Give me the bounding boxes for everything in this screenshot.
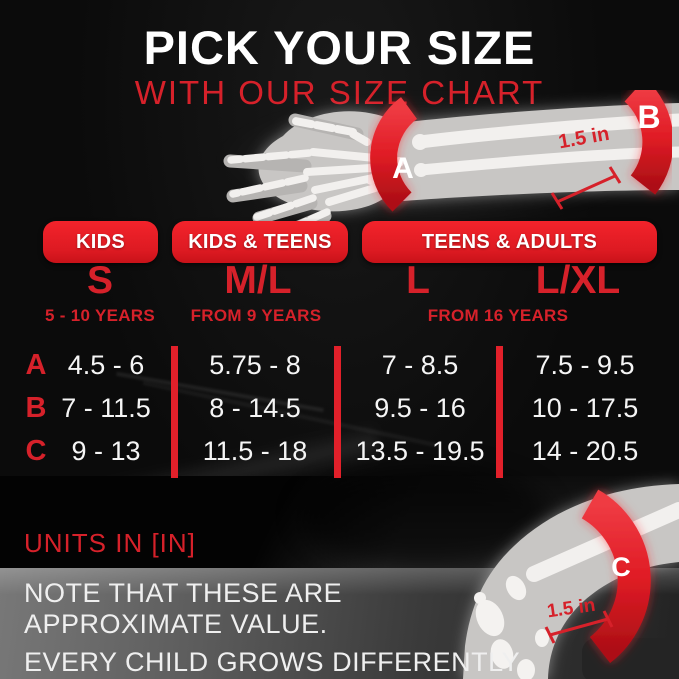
elbow-illustration: C 1.5 in — [463, 484, 679, 679]
group-header-kids-teens: KIDS & TEENS — [172, 221, 348, 263]
measurement-cell: 14 - 20.5 — [531, 436, 639, 466]
note-line: EVERY CHILD GROWS DIFFERENTLY — [24, 647, 521, 677]
note-line: NOTE THAT THESE ARE — [24, 578, 343, 608]
row-label-c: C — [25, 435, 47, 467]
footer-notes: NOTE THAT THESE ARE APPROXIMATE VALUE. E… — [24, 578, 520, 678]
measurement-cell: 4.5 - 6 — [67, 350, 145, 380]
measurement-cell: 8 - 14.5 — [209, 393, 301, 423]
measurement-cell: 7 - 8.5 — [381, 350, 459, 380]
column-divider — [496, 346, 503, 478]
page-subtitle: WITH OUR SIZE CHART — [134, 74, 545, 111]
forearm-band-b — [624, 90, 674, 195]
age-range-kids: 5 - 10 YEARS — [44, 306, 156, 325]
band-b-label: B — [637, 99, 660, 135]
group-header-teens-adults: TEENS & ADULTS — [362, 221, 657, 263]
elbow-bones — [474, 502, 679, 679]
measurement-cell: 7 - 11.5 — [61, 393, 151, 423]
measurement-cell: 10 - 17.5 — [531, 393, 639, 423]
row-label-a: A — [25, 349, 47, 381]
band-c-label: C — [611, 552, 631, 582]
measurement-cell: 7.5 - 9.5 — [535, 350, 635, 380]
measurement-cell: 5.75 - 8 — [209, 350, 301, 380]
size-label-l: L — [406, 259, 430, 302]
group-header-kids: KIDS — [43, 221, 158, 263]
measurement-cell: 13.5 - 19.5 — [355, 436, 485, 466]
wrist-band-a — [370, 97, 418, 212]
size-label-s: S — [86, 259, 114, 302]
row-label-b: B — [25, 392, 47, 424]
measurement-cell: 9 - 13 — [71, 436, 141, 466]
elbow-measurement-line — [544, 610, 614, 644]
units-note: UNITS IN [IN] — [24, 528, 196, 558]
arm-measurement-line — [550, 166, 622, 210]
age-range-kids-teens: FROM 9 YEARS — [190, 306, 322, 325]
column-divider — [171, 346, 178, 478]
age-range-teens-adults: FROM 16 YEARS — [427, 306, 569, 325]
note-line: APPROXIMATE VALUE. — [24, 609, 328, 639]
elbow-band-c — [581, 489, 651, 664]
size-label-ml: M/L — [224, 259, 292, 302]
column-divider — [334, 346, 341, 478]
band-a-label: A — [392, 152, 414, 185]
skeleton-arm-illustration: A B 1.5 in — [223, 90, 679, 238]
size-label-lxl: L/XL — [535, 259, 621, 302]
background-dark-blob — [300, 466, 550, 566]
measurement-cell: 11.5 - 18 — [202, 436, 308, 466]
measurement-cell: 9.5 - 16 — [374, 393, 466, 423]
page-title: PICK YOUR SIZE — [143, 21, 536, 74]
